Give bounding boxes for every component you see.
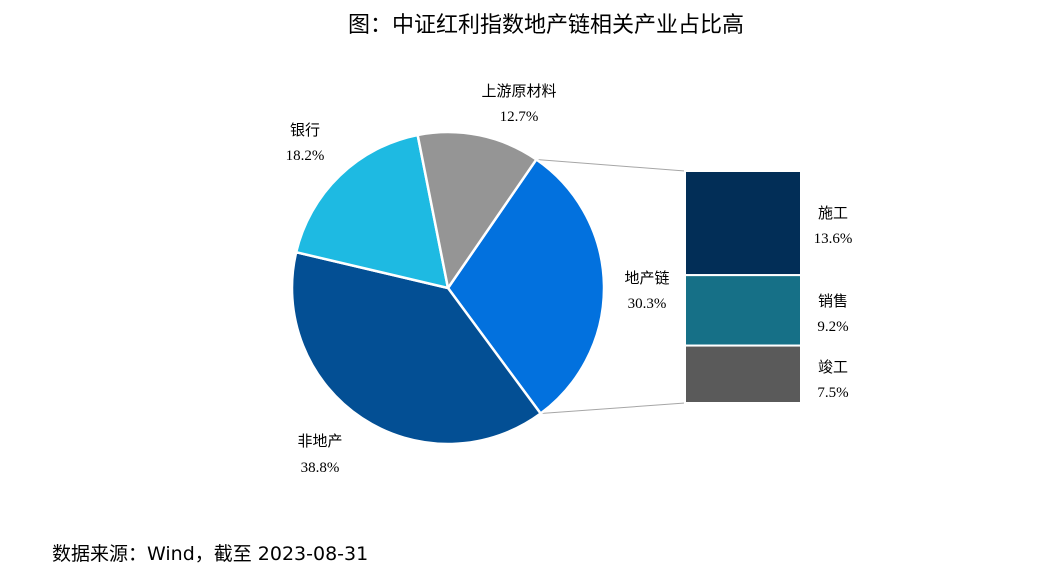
bar-segment-施工	[684, 170, 802, 277]
bar-segment-销售	[684, 274, 802, 347]
pie-slice-非地产	[290, 250, 542, 446]
slice-label-value-非地产: 38.8%	[301, 460, 340, 476]
connector-bottom	[540, 402, 686, 415]
breakdown-bar	[684, 170, 802, 405]
slice-label-name-非地产: 非地产	[297, 432, 342, 450]
pie-slice-地产链	[446, 158, 606, 415]
source-note: 数据来源：Wind，截至 2023-08-31	[52, 543, 368, 565]
slice-label-name-地产链: 地产链	[624, 269, 669, 287]
bar-segment-竣工	[684, 344, 802, 405]
connector-top	[536, 158, 686, 172]
chart-title: 图：中证红利指数地产链相关产业占比高	[348, 13, 744, 38]
pie-slice-上游原材料	[416, 130, 538, 290]
slice-label-value-银行: 18.2%	[286, 148, 325, 164]
slice-label-value-上游原材料: 12.7%	[500, 109, 539, 125]
bar-label-name-竣工: 竣工	[818, 358, 848, 376]
bar-label-value-施工: 13.6%	[814, 231, 853, 247]
pie-slice-银行	[294, 133, 450, 290]
connector-lines	[536, 158, 686, 415]
bar-label-name-销售: 销售	[818, 292, 848, 310]
bar-label-value-销售: 9.2%	[817, 319, 848, 335]
bar-label-value-竣工: 7.5%	[817, 385, 848, 401]
slice-label-value-地产链: 30.3%	[628, 296, 667, 312]
slice-label-name-上游原材料: 上游原材料	[481, 82, 556, 100]
bar-label-name-施工: 施工	[818, 204, 848, 222]
slice-label-name-银行: 银行	[290, 121, 320, 139]
pie-slices	[290, 130, 606, 446]
